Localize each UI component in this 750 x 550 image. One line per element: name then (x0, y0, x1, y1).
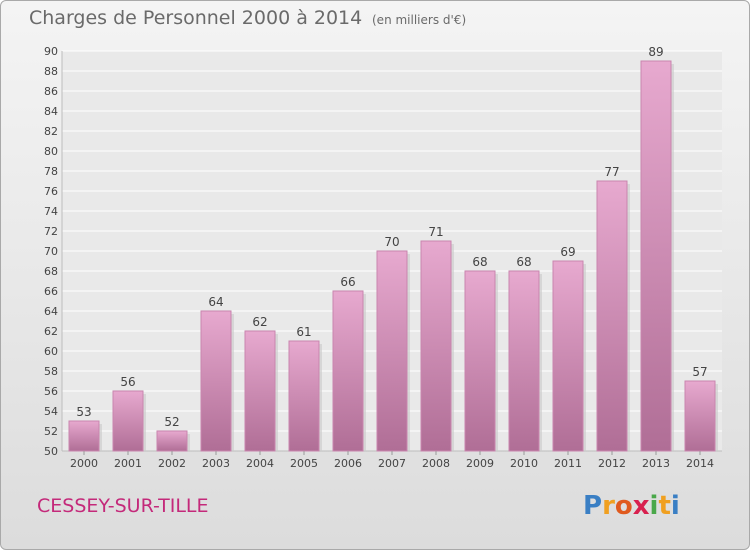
bar (464, 270, 496, 452)
data-label: 68 (516, 255, 531, 269)
y-tick-label: 84 (44, 105, 58, 118)
data-label: 62 (252, 315, 267, 329)
bar (200, 310, 232, 452)
y-tick-label: 78 (44, 165, 58, 178)
y-tick-label: 82 (44, 125, 58, 138)
x-tick-label: 2012 (598, 457, 626, 470)
data-label: 89 (648, 45, 663, 59)
bar (508, 270, 540, 452)
y-tick-label: 80 (44, 145, 58, 158)
bar (156, 430, 188, 452)
bar (596, 180, 628, 452)
logo-letter: i (670, 491, 680, 521)
y-tick-label: 76 (44, 185, 58, 198)
bar (332, 290, 364, 452)
bar (112, 390, 144, 452)
data-label: 71 (428, 225, 443, 239)
data-label: 61 (296, 325, 311, 339)
y-tick-label: 86 (44, 85, 58, 98)
commune-name: CESSEY-SUR-TILLE (37, 495, 209, 517)
x-tick-label: 2000 (70, 457, 98, 470)
x-tick-label: 2011 (554, 457, 582, 470)
data-label: 68 (472, 255, 487, 269)
y-tick-label: 56 (44, 385, 58, 398)
x-tick-label: 2010 (510, 457, 538, 470)
logo-letter: x (632, 491, 650, 521)
y-tick-label: 58 (44, 365, 58, 378)
logo-letter: o (614, 491, 633, 521)
y-tick-label: 64 (44, 305, 58, 318)
y-tick-label: 60 (44, 345, 58, 358)
data-label: 70 (384, 235, 399, 249)
data-label: 69 (560, 245, 575, 259)
x-tick-label: 2006 (334, 457, 362, 470)
x-tick-label: 2007 (378, 457, 406, 470)
data-label: 77 (604, 165, 619, 179)
y-tick-label: 72 (44, 225, 58, 238)
x-tick-label: 2013 (642, 457, 670, 470)
y-tick-label: 50 (44, 445, 58, 458)
y-tick-label: 52 (44, 425, 58, 438)
bar (288, 340, 320, 452)
y-tick-label: 66 (44, 285, 58, 298)
chart-title: Charges de Personnel 2000 à 2014 (29, 7, 363, 29)
x-tick-label: 2009 (466, 457, 494, 470)
x-tick-label: 2008 (422, 457, 450, 470)
bar (376, 250, 408, 452)
y-tick-label: 54 (44, 405, 58, 418)
data-label: 56 (120, 375, 135, 389)
logo-letter: r (602, 491, 615, 521)
bar (244, 330, 276, 452)
data-label: 64 (208, 295, 223, 309)
data-label: 52 (164, 415, 179, 429)
x-tick-label: 2005 (290, 457, 318, 470)
y-tick-label: 74 (44, 205, 58, 218)
x-tick-label: 2001 (114, 457, 142, 470)
logo-letter: i (649, 491, 659, 521)
y-tick-label: 70 (44, 245, 58, 258)
bar (640, 60, 672, 452)
chart-subtitle: (en milliers d'€) (372, 13, 467, 27)
y-tick-label: 68 (44, 265, 58, 278)
x-tick-label: 2014 (686, 457, 714, 470)
bar (684, 380, 716, 452)
proxiti-logo: Proxiti (583, 491, 680, 521)
bar (420, 240, 452, 452)
logo-letter: t (658, 491, 671, 521)
data-label: 53 (76, 405, 91, 419)
bar (552, 260, 584, 452)
y-tick-label: 62 (44, 325, 58, 338)
data-label: 66 (340, 275, 355, 289)
x-tick-label: 2002 (158, 457, 186, 470)
x-tick-label: 2003 (202, 457, 230, 470)
y-tick-label: 88 (44, 65, 58, 78)
y-tick-label: 90 (44, 45, 58, 58)
logo-letter: P (583, 491, 603, 521)
x-tick-label: 2004 (246, 457, 274, 470)
data-label: 57 (692, 365, 707, 379)
bar (68, 420, 100, 452)
